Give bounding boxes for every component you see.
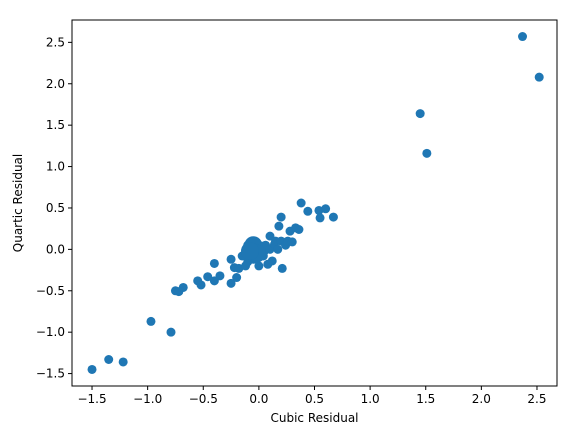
data-point — [422, 148, 432, 158]
y-tick-label: −1.0 — [36, 325, 65, 339]
x-tick-label: 1.0 — [361, 392, 380, 406]
y-tick-label: 1.0 — [46, 160, 65, 174]
x-tick-label: 0.5 — [305, 392, 324, 406]
data-point — [321, 204, 331, 214]
data-point — [232, 273, 242, 283]
data-point — [267, 256, 277, 266]
data-point — [277, 263, 287, 273]
data-point — [203, 272, 213, 282]
ticks-layer: −1.5 −1.0 −0.5 0.0 0.5 1.0 1.5 2.0 2.5 −1.5 −1.0 −0… — [36, 35, 547, 406]
data-point — [274, 221, 284, 231]
y-tick-label: 1.5 — [46, 118, 65, 132]
data-point — [276, 212, 286, 222]
x-tick-label: 0.0 — [249, 392, 268, 406]
points-layer — [87, 32, 544, 374]
data-point — [87, 364, 97, 374]
data-point — [196, 280, 206, 290]
x-tick-label: −0.5 — [189, 392, 218, 406]
data-point — [294, 224, 304, 234]
data-point — [146, 316, 156, 326]
data-point — [287, 237, 297, 247]
x-axis-label: Cubic Residual — [270, 411, 358, 425]
x-tick-label: −1.5 — [77, 392, 106, 406]
data-point — [518, 32, 528, 42]
y-tick-label: 0.0 — [46, 242, 65, 256]
y-tick-label: −1.5 — [36, 367, 65, 381]
data-point — [240, 242, 259, 261]
data-point — [226, 254, 236, 264]
data-point — [104, 355, 114, 365]
data-point — [534, 72, 544, 82]
data-point — [415, 109, 425, 119]
data-point — [215, 271, 225, 281]
y-tick-label: 2.5 — [46, 35, 65, 49]
data-point — [296, 198, 306, 208]
y-tick-label: −0.5 — [36, 284, 65, 298]
data-point — [254, 261, 264, 271]
y-tick-label: 2.0 — [46, 77, 65, 91]
data-point — [166, 327, 176, 337]
data-point — [118, 357, 128, 367]
x-tick-label: 2.0 — [472, 392, 491, 406]
data-point — [178, 282, 188, 292]
data-point — [273, 244, 283, 254]
y-tick-label: 0.5 — [46, 201, 65, 215]
data-point — [303, 206, 313, 216]
y-axis-label: Quartic Residual — [11, 154, 25, 252]
x-tick-label: −1.0 — [133, 392, 162, 406]
plot-frame — [71, 19, 558, 387]
x-tick-label: 2.5 — [527, 392, 546, 406]
x-tick-label: 1.5 — [416, 392, 435, 406]
data-point — [328, 212, 338, 222]
data-point — [315, 213, 325, 223]
data-point — [226, 278, 236, 288]
data-point — [209, 258, 219, 268]
